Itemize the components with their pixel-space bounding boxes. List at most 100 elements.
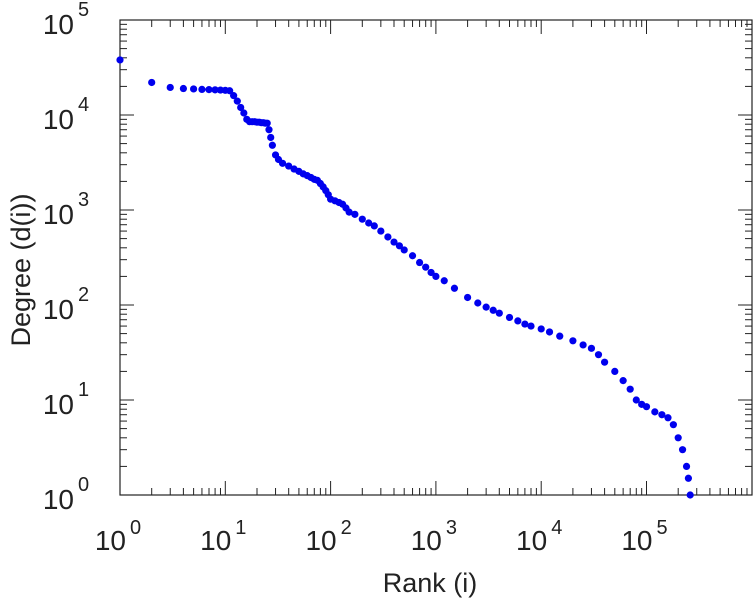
data-point: [474, 299, 482, 307]
data-point: [230, 92, 238, 100]
data-point: [545, 328, 554, 336]
data-point: [179, 84, 187, 93]
data-point: [642, 403, 651, 411]
data-point: [569, 337, 577, 345]
y-tick-label-base: 10: [43, 104, 74, 135]
x-tick-label-base: 10: [305, 525, 336, 556]
y-tick-label-exp: 5: [78, 0, 89, 21]
data-point: [579, 341, 587, 349]
plot-area: [119, 19, 753, 496]
y-tick-label: 10 3: [43, 189, 89, 230]
data-point: [384, 233, 392, 241]
data-point: [358, 215, 366, 223]
y-tick-label-base: 10: [43, 9, 74, 40]
data-point: [198, 85, 206, 93]
x-tick-labels: 10 0 10 1 10 2 10 3 10 4 10 5: [95, 517, 668, 556]
data-point: [263, 119, 271, 127]
y-tick-label-base: 10: [43, 484, 74, 515]
data-point: [527, 322, 535, 330]
data-point: [626, 385, 634, 393]
x-tick-label: 10 0: [95, 517, 141, 556]
data-point: [450, 284, 459, 292]
data-point: [537, 325, 545, 333]
x-tick-label: 10 1: [200, 517, 246, 556]
data-point: [237, 103, 245, 112]
data-point: [427, 268, 435, 277]
data-point: [116, 56, 124, 64]
data-point: [265, 126, 273, 134]
data-point: [226, 87, 234, 95]
x-tick-label-base: 10: [95, 525, 126, 556]
x-tick-label-exp: 1: [235, 517, 246, 539]
y-tick-label-exp: 1: [78, 379, 89, 401]
x-tick-label-exp: 3: [446, 517, 457, 539]
data-point: [684, 474, 693, 482]
y-tick-label: 10 0: [43, 474, 89, 515]
data-point: [211, 86, 219, 94]
x-tick-label: 10 5: [621, 517, 667, 556]
data-point: [267, 133, 275, 142]
data-point: [190, 85, 198, 93]
data-point: [432, 272, 440, 281]
data-point: [556, 332, 564, 340]
data-point: [521, 320, 529, 328]
data-point: [351, 210, 359, 218]
data-point: [285, 162, 293, 170]
data-point: [686, 491, 694, 499]
data-point: [422, 263, 430, 271]
x-axis-label: Rank (i): [383, 568, 478, 598]
data-point: [278, 159, 287, 167]
data-point: [166, 83, 174, 92]
y-tick-label: 10 1: [43, 379, 89, 420]
x-tick-label-base: 10: [411, 525, 442, 556]
data-point: [594, 351, 603, 359]
y-tick-label-exp: 0: [78, 474, 89, 496]
data-point: [390, 238, 398, 246]
data-point: [205, 86, 213, 94]
x-tick-label: 10 4: [516, 517, 562, 556]
data-point: [395, 242, 403, 250]
data-point: [600, 358, 609, 366]
x-tick-label-base: 10: [621, 525, 652, 556]
data-point: [505, 313, 514, 322]
y-tick-label-base: 10: [43, 294, 74, 325]
data-point: [495, 309, 503, 317]
x-tick-label-exp: 2: [341, 517, 352, 539]
data-point: [370, 222, 378, 230]
data-point: [658, 411, 666, 419]
y-tick-label: 10 2: [43, 284, 89, 325]
data-point: [400, 246, 408, 254]
data-point: [669, 421, 677, 429]
x-tick-label: 10 2: [305, 517, 351, 556]
data-point: [632, 396, 640, 404]
data-point: [345, 208, 353, 216]
data-point: [148, 78, 156, 87]
data-point: [440, 277, 448, 285]
data-point: [682, 462, 691, 471]
data-point: [678, 446, 687, 454]
data-point: [489, 306, 497, 314]
data-point: [233, 97, 241, 105]
data-point: [587, 344, 596, 352]
y-tick-marks: [120, 23, 752, 496]
y-tick-label-exp: 2: [78, 284, 89, 306]
data-point: [240, 109, 248, 117]
y-tick-label: 10 4: [43, 94, 89, 135]
x-tick-label-exp: 5: [657, 517, 668, 539]
x-tick-label: 10 3: [411, 517, 457, 556]
x-tick-label-exp: 0: [130, 517, 141, 539]
data-point: [268, 141, 276, 149]
x-tick-label-exp: 4: [551, 517, 562, 539]
data-point: [619, 377, 627, 385]
data-point: [674, 434, 682, 442]
data-point: [365, 219, 373, 227]
data-point: [377, 227, 385, 235]
data-point: [482, 303, 490, 311]
data-point: [514, 317, 522, 325]
y-tick-label: 10 5: [43, 0, 89, 40]
x-tick-label-base: 10: [516, 525, 547, 556]
x-tick-marks: [119, 20, 748, 495]
y-axis-label: Degree (d(i)): [6, 193, 36, 346]
